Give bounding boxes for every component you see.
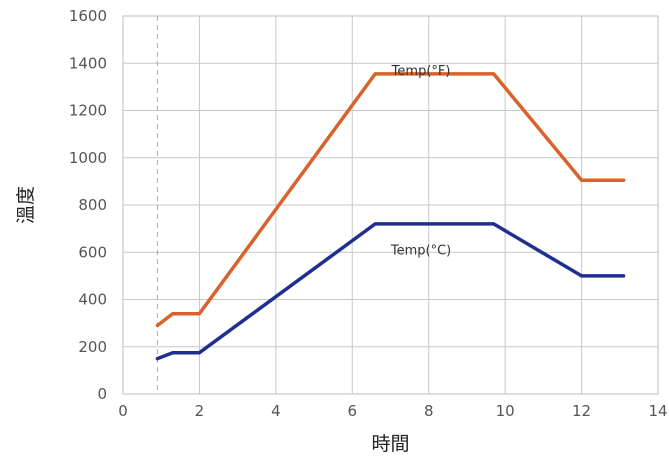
tick-labels: 0 2 4 6 8 10 12 14 0 200 400 600 800 1000 1200 1400 1600 [69, 7, 668, 420]
y-tick-label-1400: 1400 [69, 54, 107, 72]
y-tick-label-0: 0 [97, 385, 107, 403]
x-tick-label-4: 4 [271, 402, 281, 420]
x-tick-label-6: 6 [348, 402, 358, 420]
x-tick-label-12: 12 [572, 402, 591, 420]
x-tick-label-14: 14 [648, 402, 667, 420]
y-tick-label-200: 200 [78, 338, 107, 356]
x-axis-title: 時間 [371, 433, 409, 455]
series-label-0: Temp(°F) [391, 64, 451, 79]
x-tick-label-0: 0 [118, 402, 128, 420]
y-tick-label-1000: 1000 [69, 149, 107, 167]
y-axis-title: 溫度 [15, 186, 37, 224]
y-tick-label-1200: 1200 [69, 102, 107, 120]
series-label-1: Temp(°C) [390, 244, 451, 259]
x-tick-label-10: 10 [496, 402, 515, 420]
x-tick-label-8: 8 [424, 402, 434, 420]
plot-frame [122, 15, 659, 395]
series-line-1 [155, 222, 626, 361]
x-tick-label-2: 2 [195, 402, 205, 420]
y-tick-label-600: 600 [78, 243, 107, 261]
y-tick-label-400: 400 [78, 291, 107, 309]
series-line-0 [155, 72, 626, 328]
series-group: Temp(°F) Temp(°C) [155, 64, 626, 361]
y-tick-label-800: 800 [78, 196, 107, 214]
y-tick-label-1600: 1600 [69, 7, 107, 25]
